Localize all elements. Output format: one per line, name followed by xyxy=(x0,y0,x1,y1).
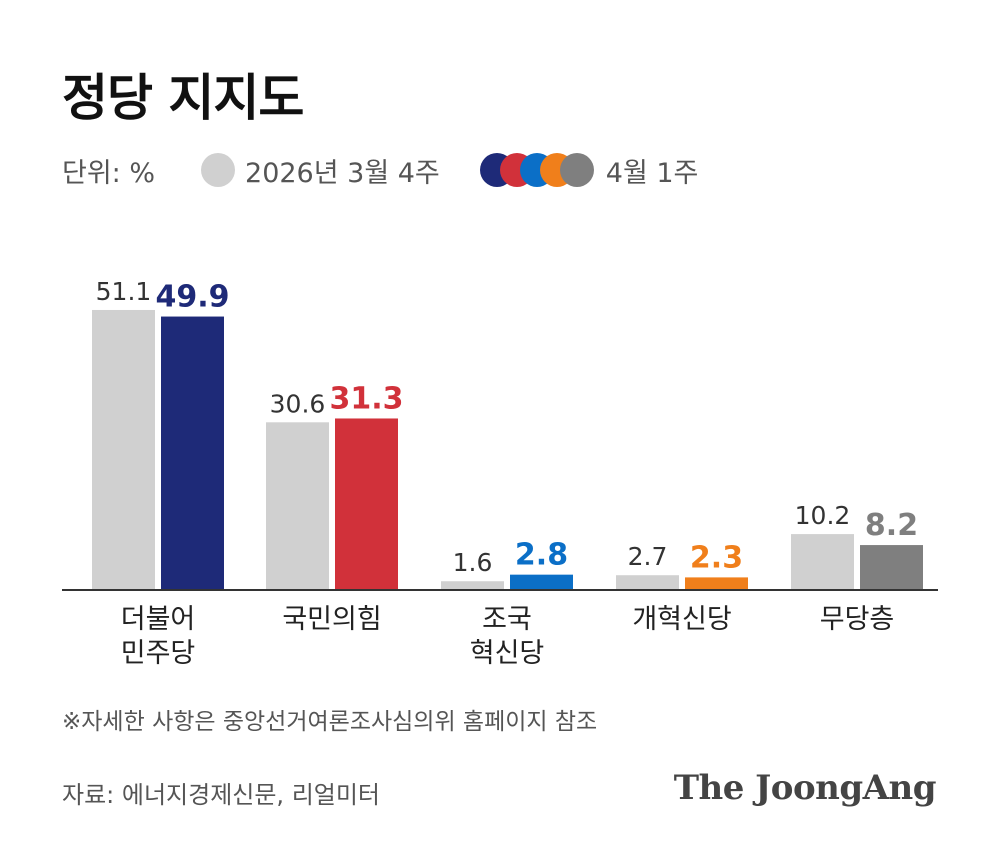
bar-current-4 xyxy=(860,545,923,590)
bar-previous-4 xyxy=(791,534,854,590)
source-text: 자료: 에너지경제신문, 리얼미터 xyxy=(62,781,381,809)
current-legend-label: 4월 1주 xyxy=(605,157,699,189)
value-label-current-2: 2.8 xyxy=(515,538,568,573)
bar-current-0 xyxy=(161,316,224,590)
bar-previous-1 xyxy=(266,422,329,590)
bar-current-1 xyxy=(335,418,398,590)
value-label-current-1: 31.3 xyxy=(329,381,403,416)
bar-current-2 xyxy=(510,574,573,590)
bar-current-3 xyxy=(685,577,748,590)
value-label-previous-3: 2.7 xyxy=(628,542,668,571)
category-label-2-0: 조국 xyxy=(482,604,532,635)
bar-previous-0 xyxy=(92,309,155,590)
legend-dot-independent xyxy=(559,153,594,187)
value-label-previous-2: 1.6 xyxy=(453,548,493,577)
category-label-3-0: 개혁신당 xyxy=(632,604,731,635)
footnote: ※자세한 사항은 중앙선거여론조사심의위 홈페이지 참조 xyxy=(62,709,598,735)
value-label-previous-4: 10.2 xyxy=(795,501,851,530)
legend: 단위: % 2026년 3월 4주 4월 1주 xyxy=(62,148,698,192)
value-label-current-3: 2.3 xyxy=(690,540,743,575)
previous-legend-label: 2026년 3월 4주 xyxy=(245,157,440,189)
category-label-0-1: 민주당 xyxy=(121,638,196,669)
previous-legend-dot xyxy=(201,153,236,187)
category-label-2-1: 혁신당 xyxy=(470,638,545,669)
publisher-logo: The JoongAng xyxy=(673,768,937,808)
value-label-previous-0: 51.1 xyxy=(96,277,152,306)
bar-previous-2 xyxy=(441,581,504,590)
chart-title: 정당 지지도 xyxy=(62,69,304,127)
value-label-previous-1: 30.6 xyxy=(270,389,326,418)
value-label-current-0: 49.9 xyxy=(155,280,229,315)
unit-label: 단위: % xyxy=(62,157,156,189)
category-label-4-0: 무당층 xyxy=(820,604,895,635)
value-label-current-4: 8.2 xyxy=(865,508,918,543)
category-label-0-0: 더불어 xyxy=(121,604,196,635)
category-label-1-0: 국민의힘 xyxy=(282,604,381,635)
bar-previous-3 xyxy=(616,575,679,590)
current-legend-dots xyxy=(479,153,594,187)
